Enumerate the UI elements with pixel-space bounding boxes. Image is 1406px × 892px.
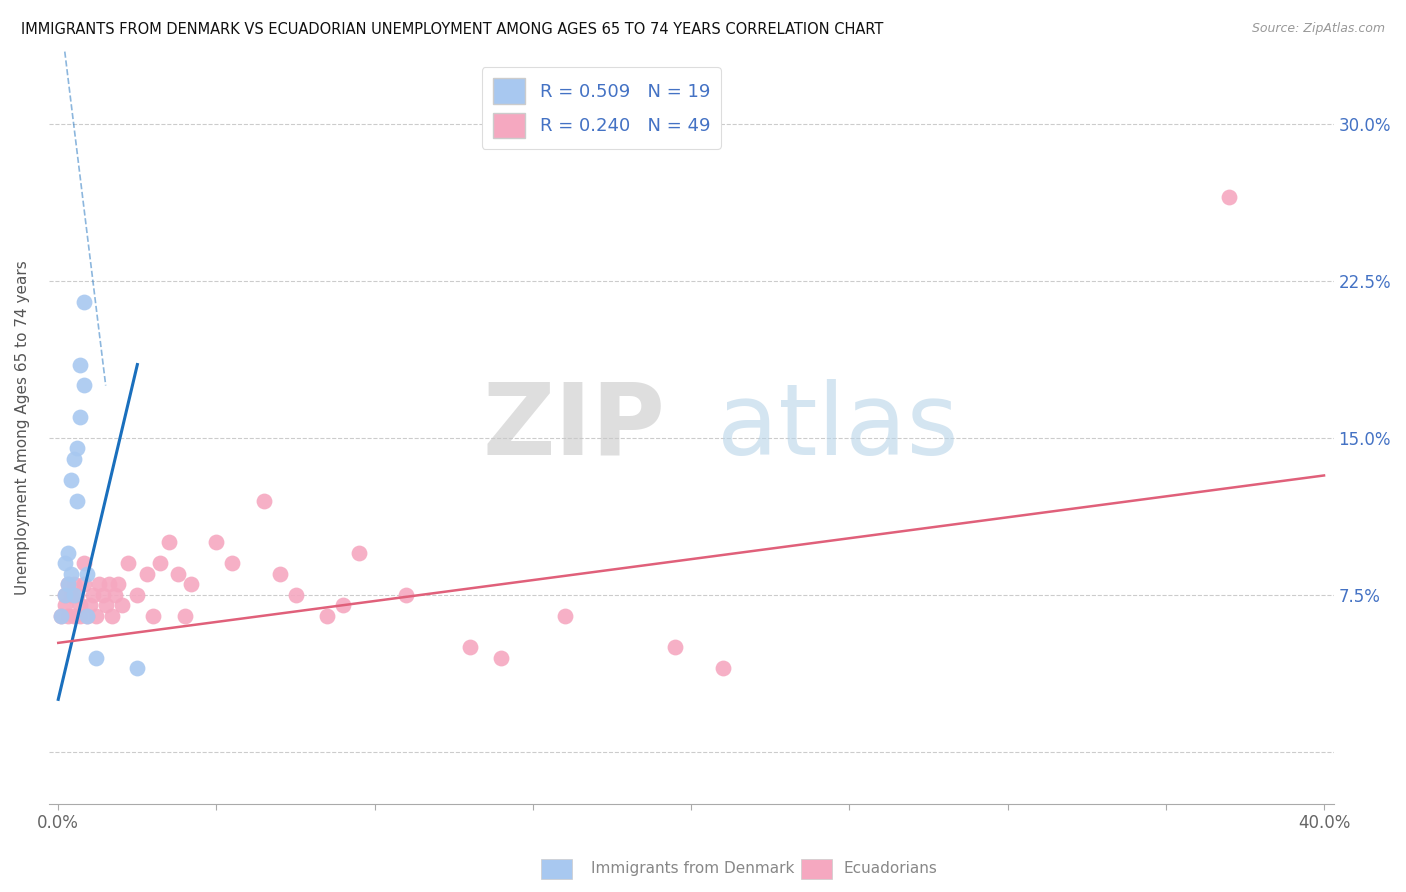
Point	[664, 640, 686, 654]
Point	[1218, 190, 1240, 204]
Point	[97, 577, 120, 591]
Point	[332, 598, 354, 612]
Point	[66, 588, 89, 602]
Point	[148, 557, 170, 571]
Point	[69, 358, 91, 372]
Point	[59, 566, 82, 581]
Point	[63, 577, 86, 591]
Point	[110, 598, 132, 612]
Point	[91, 588, 114, 602]
Point	[94, 598, 117, 612]
Point	[135, 566, 157, 581]
Point	[66, 493, 89, 508]
Point	[157, 535, 180, 549]
Point	[491, 650, 513, 665]
Point	[72, 557, 94, 571]
Point	[347, 546, 370, 560]
Point	[167, 566, 190, 581]
Point	[53, 588, 76, 602]
Point	[63, 451, 86, 466]
Point	[72, 577, 94, 591]
Point	[56, 608, 79, 623]
Point	[69, 608, 91, 623]
Point	[180, 577, 202, 591]
Point	[101, 608, 124, 623]
Point	[269, 566, 291, 581]
Point	[69, 409, 91, 424]
Point	[56, 546, 79, 560]
Legend: R = 0.509   N = 19, R = 0.240   N = 49: R = 0.509 N = 19, R = 0.240 N = 49	[482, 67, 721, 149]
Point	[173, 608, 195, 623]
Point	[59, 588, 82, 602]
Point	[554, 608, 576, 623]
Point	[458, 640, 481, 654]
Text: IMMIGRANTS FROM DENMARK VS ECUADORIAN UNEMPLOYMENT AMONG AGES 65 TO 74 YEARS COR: IMMIGRANTS FROM DENMARK VS ECUADORIAN UN…	[21, 22, 883, 37]
Point	[63, 608, 86, 623]
Point	[82, 588, 104, 602]
Point	[59, 473, 82, 487]
Point	[76, 566, 98, 581]
Point	[63, 588, 86, 602]
Point	[69, 598, 91, 612]
Text: Source: ZipAtlas.com: Source: ZipAtlas.com	[1251, 22, 1385, 36]
Point	[76, 608, 98, 623]
Point	[56, 577, 79, 591]
Point	[253, 493, 276, 508]
Point	[84, 608, 107, 623]
Point	[72, 294, 94, 309]
Text: atlas: atlas	[717, 379, 959, 475]
Point	[316, 608, 339, 623]
Point	[56, 577, 79, 591]
Point	[117, 557, 139, 571]
Point	[76, 608, 98, 623]
Y-axis label: Unemployment Among Ages 65 to 74 years: Unemployment Among Ages 65 to 74 years	[15, 260, 30, 595]
Point	[53, 588, 76, 602]
Point	[395, 588, 418, 602]
Point	[142, 608, 165, 623]
Point	[79, 598, 101, 612]
Text: Ecuadorians: Ecuadorians	[844, 862, 938, 876]
Point	[711, 661, 734, 675]
Point	[51, 608, 73, 623]
Point	[104, 588, 127, 602]
Point	[127, 588, 149, 602]
Point	[84, 650, 107, 665]
Point	[107, 577, 129, 591]
Point	[221, 557, 243, 571]
Point	[53, 598, 76, 612]
Point	[53, 557, 76, 571]
Point	[66, 442, 89, 456]
Text: Immigrants from Denmark: Immigrants from Denmark	[591, 862, 794, 876]
Point	[51, 608, 73, 623]
Point	[72, 378, 94, 392]
Point	[127, 661, 149, 675]
Point	[205, 535, 228, 549]
Text: ZIP: ZIP	[482, 379, 665, 475]
Point	[284, 588, 307, 602]
Point	[89, 577, 111, 591]
